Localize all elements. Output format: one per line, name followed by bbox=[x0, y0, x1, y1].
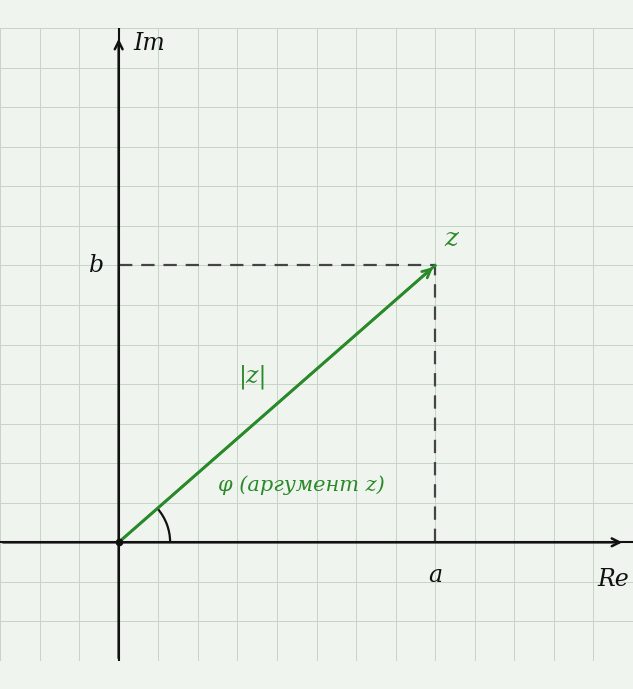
Text: φ (аргумент z): φ (аргумент z) bbox=[218, 475, 384, 495]
Text: Re: Re bbox=[598, 568, 629, 590]
Text: |z|: |z| bbox=[239, 364, 268, 389]
Text: Im: Im bbox=[133, 32, 165, 55]
Text: a: a bbox=[428, 564, 442, 588]
Text: z: z bbox=[444, 226, 458, 251]
Text: b: b bbox=[89, 254, 104, 277]
